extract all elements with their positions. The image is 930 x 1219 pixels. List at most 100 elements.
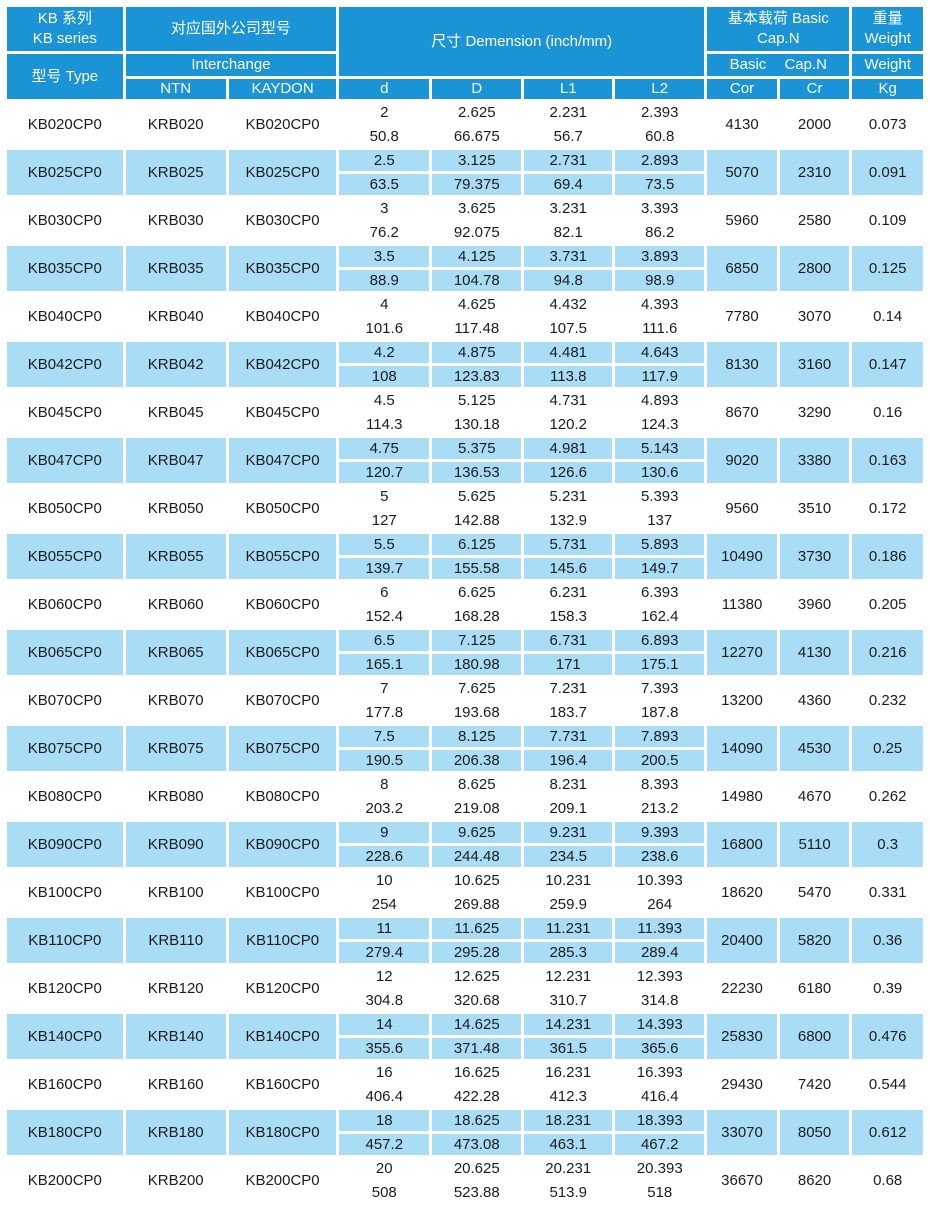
type-cell: KB075CP0: [7, 726, 123, 771]
L1-inch-cell: 2.231: [524, 102, 613, 123]
L2-mm-cell: 200.5: [615, 750, 705, 771]
D-inch-cell: 7.125: [432, 630, 522, 651]
table-row: KB065CP0 KRB065 KB065CP0 6.5 7.125 6.731…: [7, 630, 923, 675]
d-mm-cell: 508: [339, 1182, 430, 1203]
d-inch-cell: 14: [339, 1014, 430, 1035]
table-row-mm: 190.5 206.38 196.4 200.5: [7, 750, 923, 771]
D-inch-cell: 3.125: [432, 150, 522, 171]
kaydon-cell: KB065CP0: [228, 630, 337, 675]
kg-cell: 0.3: [852, 822, 923, 867]
header-kb-series-cn: KB 系列: [37, 10, 92, 27]
L2-mm-cell: 175.1: [615, 654, 705, 675]
cor-cell: 29430: [707, 1062, 777, 1107]
L1-mm-cell: 285.3: [524, 942, 613, 963]
L1-mm-cell: 158.3: [524, 606, 613, 627]
d-mm-cell: 254: [339, 894, 430, 915]
table-row: KB110CP0 KRB110 KB110CP0 11 11.625 11.23…: [7, 918, 923, 963]
D-mm-cell: 473.08: [432, 1134, 522, 1155]
header-basic-cap: 基本载荷 Basic Cap.N: [707, 7, 850, 51]
d-inch-cell: 8: [339, 774, 430, 795]
table-body: KB020CP0 KRB020 KB020CP0 2 2.625 2.231 2…: [7, 102, 923, 1203]
D-mm-cell: 219.08: [432, 798, 522, 819]
kg-cell: 0.109: [852, 198, 923, 243]
L1-inch-cell: 3.231: [524, 198, 613, 219]
kaydon-cell: KB140CP0: [228, 1014, 337, 1059]
header-basic-capn-sub: Basic Cap.N: [707, 54, 850, 76]
d-inch-cell: 3.5: [339, 246, 430, 267]
type-cell: KB030CP0: [7, 198, 123, 243]
kg-cell: 0.16: [852, 390, 923, 435]
header-col-L2: L2: [615, 79, 705, 99]
kg-cell: 0.39: [852, 966, 923, 1011]
table-row-mm: 88.9 104.78 94.8 98.9: [7, 270, 923, 291]
cr-cell: 2310: [779, 150, 850, 195]
d-inch-cell: 18: [339, 1110, 430, 1131]
L2-mm-cell: 111.6: [615, 318, 705, 339]
d-mm-cell: 63.5: [339, 174, 430, 195]
kg-cell: 0.172: [852, 486, 923, 531]
header-kb-series-en: KB series: [32, 30, 97, 47]
table-row: KB075CP0 KRB075 KB075CP0 7.5 8.125 7.731…: [7, 726, 923, 771]
L2-mm-cell: 416.4: [615, 1086, 705, 1107]
table-row: KB030CP0 KRB030 KB030CP0 3 3.625 3.231 3…: [7, 198, 923, 243]
D-mm-cell: 320.68: [432, 990, 522, 1011]
cor-cell: 16800: [707, 822, 777, 867]
table-row: KB055CP0 KRB055 KB055CP0 5.5 6.125 5.731…: [7, 534, 923, 579]
kg-cell: 0.612: [852, 1110, 923, 1155]
cor-cell: 33070: [707, 1110, 777, 1155]
D-mm-cell: 79.375: [432, 174, 522, 195]
cr-cell: 6800: [779, 1014, 850, 1059]
cor-cell: 11380: [707, 582, 777, 627]
cr-cell: 4530: [779, 726, 850, 771]
cor-cell: 14090: [707, 726, 777, 771]
d-inch-cell: 11: [339, 918, 430, 939]
ntn-cell: KRB020: [125, 102, 226, 147]
type-cell: KB090CP0: [7, 822, 123, 867]
table-row: KB090CP0 KRB090 KB090CP0 9 9.625 9.231 9…: [7, 822, 923, 867]
kaydon-cell: KB100CP0: [228, 870, 337, 915]
L2-inch-cell: 6.893: [615, 630, 705, 651]
ntn-cell: KRB050: [125, 486, 226, 531]
ntn-cell: KRB160: [125, 1062, 226, 1107]
D-inch-cell: 4.875: [432, 342, 522, 363]
L2-inch-cell: 12.393: [615, 966, 705, 987]
type-cell: KB055CP0: [7, 534, 123, 579]
type-cell: KB042CP0: [7, 342, 123, 387]
cr-cell: 2800: [779, 246, 850, 291]
D-mm-cell: 180.98: [432, 654, 522, 675]
D-inch-cell: 5.375: [432, 438, 522, 459]
L1-mm-cell: 310.7: [524, 990, 613, 1011]
table-row-mm: 127 142.88 132.9 137: [7, 510, 923, 531]
d-mm-cell: 203.2: [339, 798, 430, 819]
cr-cell: 3160: [779, 342, 850, 387]
L1-inch-cell: 7.231: [524, 678, 613, 699]
ntn-cell: KRB045: [125, 390, 226, 435]
kg-cell: 0.544: [852, 1062, 923, 1107]
L1-inch-cell: 9.231: [524, 822, 613, 843]
d-inch-cell: 5.5: [339, 534, 430, 555]
D-mm-cell: 422.28: [432, 1086, 522, 1107]
L2-inch-cell: 3.393: [615, 198, 705, 219]
ntn-cell: KRB200: [125, 1158, 226, 1203]
L1-inch-cell: 7.731: [524, 726, 613, 747]
type-cell: KB020CP0: [7, 102, 123, 147]
kg-cell: 0.186: [852, 534, 923, 579]
D-inch-cell: 8.625: [432, 774, 522, 795]
ntn-cell: KRB040: [125, 294, 226, 339]
d-mm-cell: 190.5: [339, 750, 430, 771]
D-mm-cell: 142.88: [432, 510, 522, 531]
D-inch-cell: 5.625: [432, 486, 522, 507]
D-inch-cell: 3.625: [432, 198, 522, 219]
L1-inch-cell: 3.731: [524, 246, 613, 267]
D-inch-cell: 11.625: [432, 918, 522, 939]
L1-inch-cell: 20.231: [524, 1158, 613, 1179]
header-weight-sub: Weight: [852, 54, 923, 76]
L2-inch-cell: 4.643: [615, 342, 705, 363]
header-col-D: D: [432, 79, 522, 99]
kg-cell: 0.25: [852, 726, 923, 771]
cor-cell: 5960: [707, 198, 777, 243]
table-row-mm: 114.3 130.18 120.2 124.3: [7, 414, 923, 435]
L1-mm-cell: 183.7: [524, 702, 613, 723]
table-row-mm: 279.4 295.28 285.3 289.4: [7, 942, 923, 963]
ntn-cell: KRB065: [125, 630, 226, 675]
